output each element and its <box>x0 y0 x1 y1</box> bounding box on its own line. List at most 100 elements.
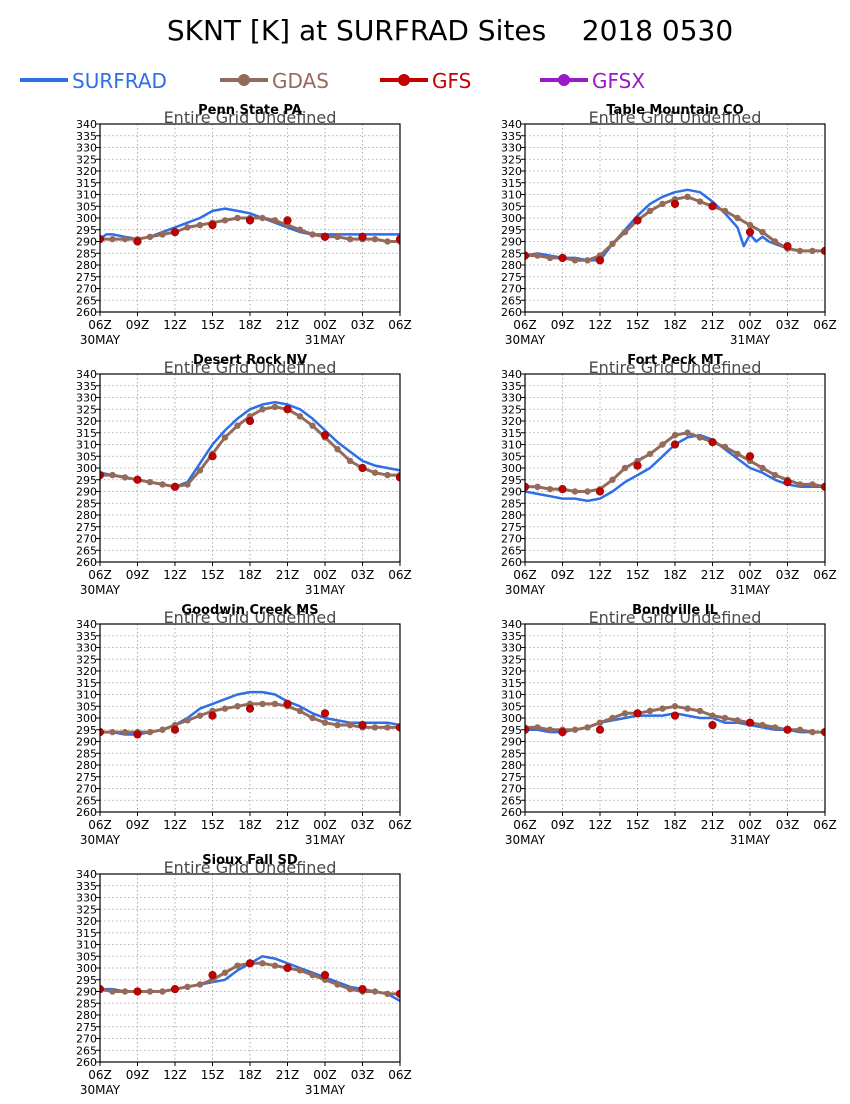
y-tick-label: 290 <box>76 986 97 999</box>
data-point <box>320 709 330 718</box>
data-point <box>100 985 105 994</box>
data-point <box>234 214 241 222</box>
y-tick-label: 285 <box>76 247 97 260</box>
x-tick-label: 12Z <box>163 318 187 332</box>
data-point <box>595 256 605 265</box>
data-point <box>170 725 180 734</box>
plot-frame <box>99 373 401 563</box>
data-point <box>109 988 116 995</box>
y-tick-label: 340 <box>76 618 97 631</box>
x-tick-label: 09Z <box>551 568 575 582</box>
data-point <box>734 450 741 458</box>
data-point <box>783 242 792 251</box>
y-tick-label: 335 <box>76 880 97 893</box>
x-tick-label: 00Z <box>313 568 337 582</box>
data-point <box>633 709 642 718</box>
x-tick-label: 06Z <box>813 818 837 832</box>
data-point <box>296 413 304 420</box>
data-point <box>309 231 316 238</box>
data-point <box>708 438 717 447</box>
overlay-text: Entire Grid Undefined <box>589 608 762 627</box>
x-tick-label: 15Z <box>201 568 225 582</box>
date-label: 30MAY <box>505 333 546 347</box>
data-point <box>358 232 367 241</box>
x-tick-label: 06Z <box>513 568 537 582</box>
data-point <box>271 217 279 224</box>
data-point <box>271 962 279 969</box>
data-point <box>621 464 629 472</box>
data-point <box>271 700 279 708</box>
data-point <box>321 719 329 726</box>
y-tick-label: 290 <box>501 486 522 499</box>
y-tick-label: 305 <box>501 700 522 713</box>
y-tick-label: 295 <box>76 474 97 487</box>
data-point <box>358 985 367 994</box>
panel-title: Fort Peck MT <box>627 353 723 368</box>
y-tick-label: 310 <box>76 189 97 202</box>
data-point <box>334 981 341 988</box>
overlay-text: Entire Grid Undefined <box>589 358 762 377</box>
x-tick-label: 00Z <box>738 318 762 332</box>
data-point <box>259 700 266 708</box>
legend-label: GFS <box>432 69 471 93</box>
data-point <box>395 723 400 732</box>
data-point <box>546 254 554 262</box>
y-tick-label: 310 <box>76 689 97 702</box>
plot-frame <box>524 373 826 563</box>
legend-label: GDAS <box>272 69 329 93</box>
data-point <box>809 728 816 736</box>
y-tick-label: 260 <box>76 1056 97 1069</box>
data-point <box>196 221 204 229</box>
y-tick-label: 270 <box>76 533 97 546</box>
data-point <box>659 441 666 448</box>
data-point <box>346 457 354 465</box>
y-tick-label: 290 <box>501 236 522 249</box>
y-tick-label: 315 <box>501 427 522 440</box>
x-tick-label: 00Z <box>313 1068 337 1082</box>
data-point <box>609 240 616 248</box>
data-point <box>721 207 729 215</box>
data-point <box>670 440 680 449</box>
date-label: 31MAY <box>305 583 346 597</box>
date-label: 31MAY <box>730 583 771 597</box>
data-point <box>146 478 154 486</box>
y-tick-label: 325 <box>501 153 522 166</box>
data-point <box>621 710 629 717</box>
data-point <box>133 987 142 996</box>
chart-panel: 2602652702752802852902953003053103153203… <box>501 603 837 847</box>
data-point <box>596 719 604 726</box>
series-gfs <box>100 959 400 998</box>
y-tick-label: 305 <box>76 950 97 963</box>
date-label: 31MAY <box>730 833 771 847</box>
y-tick-label: 335 <box>76 130 97 143</box>
x-tick-label: 21Z <box>701 568 725 582</box>
x-tick-label: 03Z <box>351 568 375 582</box>
x-tick-label: 21Z <box>701 318 725 332</box>
legend-label: GFSX <box>592 69 645 93</box>
x-tick-label: 06Z <box>813 318 837 332</box>
data-point <box>384 238 391 245</box>
data-point <box>371 988 379 995</box>
y-tick-label: 260 <box>76 306 97 319</box>
data-point <box>696 434 704 441</box>
data-point <box>734 214 741 222</box>
data-point <box>334 233 341 240</box>
data-point <box>708 720 717 730</box>
y-tick-label: 325 <box>76 903 97 916</box>
y-tick-label: 340 <box>501 368 522 381</box>
data-point <box>759 464 766 472</box>
x-tick-label: 06Z <box>88 568 112 582</box>
x-tick-label: 09Z <box>126 318 150 332</box>
y-tick-label: 270 <box>76 283 97 296</box>
data-point <box>159 481 166 488</box>
y-tick-label: 325 <box>501 403 522 416</box>
x-tick-label: 03Z <box>776 568 800 582</box>
data-point <box>245 416 255 426</box>
x-tick-label: 21Z <box>701 818 725 832</box>
y-tick-label: 295 <box>76 974 97 987</box>
y-tick-label: 315 <box>501 677 522 690</box>
data-point <box>271 403 279 411</box>
data-point <box>734 717 741 724</box>
legend-item-gfsx: GFSX <box>540 69 645 93</box>
data-point <box>708 202 717 211</box>
